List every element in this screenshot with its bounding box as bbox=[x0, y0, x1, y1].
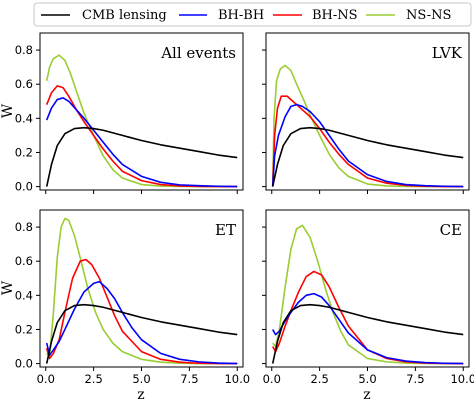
panel-et: ET 0.0 2.5 5.0 7.5 10.0 0.0 0.2 0.4 0.6 0.8 bbox=[15, 209, 250, 386]
x-tick-label: 10.0 bbox=[450, 372, 474, 386]
y-tick-label: 0.2 bbox=[15, 322, 33, 336]
y-tick-label: 0.8 bbox=[15, 220, 33, 234]
series-line-bh-ns bbox=[45, 258, 238, 365]
panel-lvk: LVK bbox=[262, 32, 470, 194]
series-line-cmb-lensing bbox=[45, 303, 238, 364]
y-tick-label: 0.8 bbox=[15, 43, 33, 57]
series-line-cmb-lensing bbox=[271, 303, 464, 364]
panel-title: LVK bbox=[432, 44, 463, 62]
y-tick-label: 0.4 bbox=[15, 111, 33, 125]
series-line-ns-ns bbox=[271, 64, 464, 188]
legend-label-1: BH-BH bbox=[218, 8, 264, 23]
series-line-ns-ns bbox=[45, 54, 238, 188]
x-tick-label: 0.0 bbox=[37, 372, 55, 386]
y-tick-label: 0.6 bbox=[15, 254, 33, 268]
series-line-bh-bh bbox=[271, 103, 464, 188]
panel-title: CE bbox=[440, 221, 462, 239]
series-line-cmb-lensing bbox=[271, 126, 464, 187]
x-tick-label: 5.0 bbox=[358, 372, 376, 386]
panel-title: ET bbox=[215, 221, 236, 239]
legend-label-2: BH-NS bbox=[312, 8, 358, 23]
y-tick-label: 0.4 bbox=[15, 288, 33, 302]
panel-ce: CE 0.0 2.5 5.0 7.5 10.0 bbox=[262, 209, 474, 386]
x-axis-label-left: z bbox=[137, 387, 144, 400]
y-tick-label: 0.6 bbox=[15, 77, 33, 91]
y-axis-label-bottom: W bbox=[0, 280, 16, 295]
x-tick-label: 0.0 bbox=[263, 372, 281, 386]
series-line-bh-bh bbox=[45, 280, 238, 365]
series-line-ns-ns bbox=[272, 224, 464, 365]
panel-all-events: All events 0.0 0.2 0.4 0.6 0.8 bbox=[15, 32, 244, 194]
legend-label-3: NS-NS bbox=[406, 8, 451, 23]
legend-entry-2: BH-NS bbox=[273, 8, 358, 23]
series-line-ns-ns bbox=[46, 217, 238, 365]
legend: CMB lensing BH-BH BH-NS NS-NS bbox=[33, 2, 472, 27]
legend-frame bbox=[33, 2, 472, 27]
series-line-bh-ns bbox=[45, 85, 238, 188]
y-tick-label: 0.2 bbox=[15, 145, 33, 159]
legend-entry-1: BH-BH bbox=[179, 8, 264, 23]
x-axis-label-right: z bbox=[363, 387, 370, 400]
panel-title: All events bbox=[160, 44, 236, 62]
legend-entry-0: CMB lensing bbox=[41, 8, 167, 23]
panel-frame bbox=[265, 209, 470, 368]
series-line-bh-bh bbox=[45, 97, 238, 188]
y-axis-label-top: W bbox=[0, 103, 16, 118]
series-line-bh-bh bbox=[272, 292, 464, 365]
x-tick-label: 10.0 bbox=[224, 372, 250, 386]
y-tick-label: 0.0 bbox=[15, 357, 33, 371]
x-tick-label: 7.5 bbox=[406, 372, 424, 386]
legend-entry-3: NS-NS bbox=[366, 8, 451, 23]
series-line-cmb-lensing bbox=[45, 126, 238, 187]
x-tick-label: 7.5 bbox=[180, 372, 198, 386]
x-tick-label: 2.5 bbox=[310, 372, 328, 386]
x-tick-label: 5.0 bbox=[132, 372, 150, 386]
y-tick-label: 0.0 bbox=[15, 180, 33, 194]
legend-label-0: CMB lensing bbox=[82, 8, 167, 23]
x-tick-label: 2.5 bbox=[84, 372, 102, 386]
